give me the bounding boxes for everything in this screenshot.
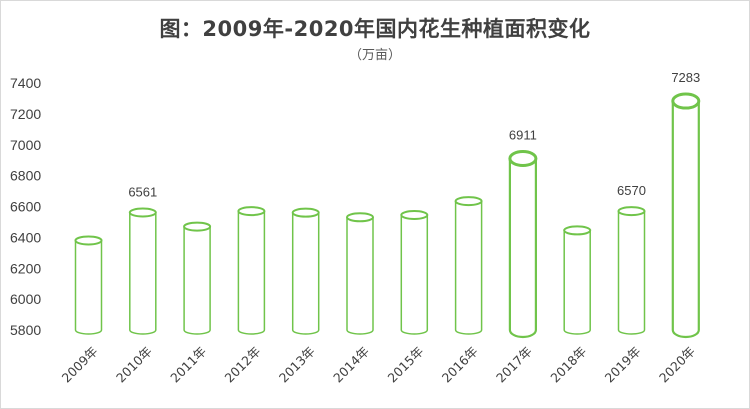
y-tick-label: 6000 [10, 291, 41, 307]
chart-title: 图：2009年-2020年国内花生种植面积变化 [159, 17, 591, 41]
x-tick-label: 2019年 [602, 344, 644, 386]
chart-subtitle: （万亩） [348, 48, 401, 63]
y-tick-label: 6200 [10, 260, 41, 276]
x-tick-label: 2014年 [330, 344, 372, 386]
bar [563, 225, 592, 335]
data-label: 6561 [128, 185, 157, 200]
bar [617, 206, 646, 335]
bar [508, 149, 538, 339]
bar [291, 207, 320, 335]
bar [183, 221, 212, 335]
bar [237, 206, 266, 335]
x-tick-label: 2016年 [439, 344, 481, 386]
x-tick-label: 2017年 [493, 344, 535, 386]
x-axis: 2009年 2010年 2011年 2012年 2013年 2014年 2015年 2016年… [59, 344, 698, 386]
data-label: 6911 [509, 127, 537, 142]
y-tick-label: 7200 [10, 106, 41, 122]
bar [400, 209, 429, 335]
bar [346, 212, 374, 335]
y-tick-label: 6800 [10, 168, 41, 184]
bar [671, 92, 701, 339]
y-tick-label: 7000 [10, 137, 41, 153]
x-tick-label: 2009年 [59, 344, 101, 386]
x-tick-label: 2015年 [384, 344, 426, 386]
data-label: 6570 [617, 183, 646, 198]
x-tick-label: 2018年 [547, 344, 589, 386]
x-tick-label: 2012年 [222, 344, 264, 386]
y-axis: 7400 7200 7000 6800 6600 6400 6200 6000 5800 [10, 75, 41, 338]
bar [74, 235, 103, 335]
x-tick-label: 2010年 [113, 344, 155, 386]
x-tick-label: 2013年 [276, 344, 318, 386]
bar [128, 207, 157, 335]
x-tick-label: 2020年 [656, 344, 698, 386]
y-tick-label: 7400 [10, 75, 41, 91]
data-label: 7283 [671, 70, 700, 85]
bar [454, 196, 483, 335]
y-tick-label: 5800 [10, 322, 41, 338]
y-tick-label: 6600 [10, 199, 41, 215]
bars [74, 92, 701, 339]
y-tick-label: 6400 [10, 229, 41, 245]
data-labels: 6561 6911 6570 7283 [128, 70, 700, 199]
x-tick-label: 2011年 [167, 344, 209, 386]
